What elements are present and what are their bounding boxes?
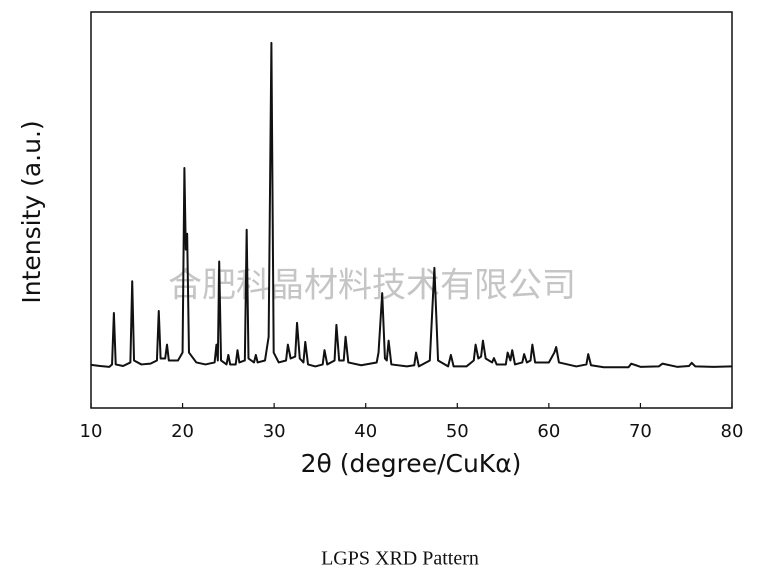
x-tick-label: 60: [537, 421, 560, 442]
x-tick-label: 10: [80, 421, 103, 442]
y-axis-label: Intensity (a.u.): [17, 120, 46, 303]
x-axis-label: 2θ (degree/CuKα): [301, 449, 522, 478]
x-tick-label: 80: [721, 421, 744, 442]
watermark: 合肥科晶材料技术有限公司: [168, 266, 576, 306]
data-line: [90, 41, 733, 369]
x-tick-label: 20: [171, 421, 194, 442]
plot-frame: [90, 11, 733, 409]
x-tick-label: 40: [354, 421, 377, 442]
x-tick-label: 50: [446, 421, 469, 442]
x-tick-label: 30: [263, 421, 286, 442]
x-tick-label: 70: [629, 421, 652, 442]
caption: LGPS XRD Pattern: [321, 548, 479, 570]
